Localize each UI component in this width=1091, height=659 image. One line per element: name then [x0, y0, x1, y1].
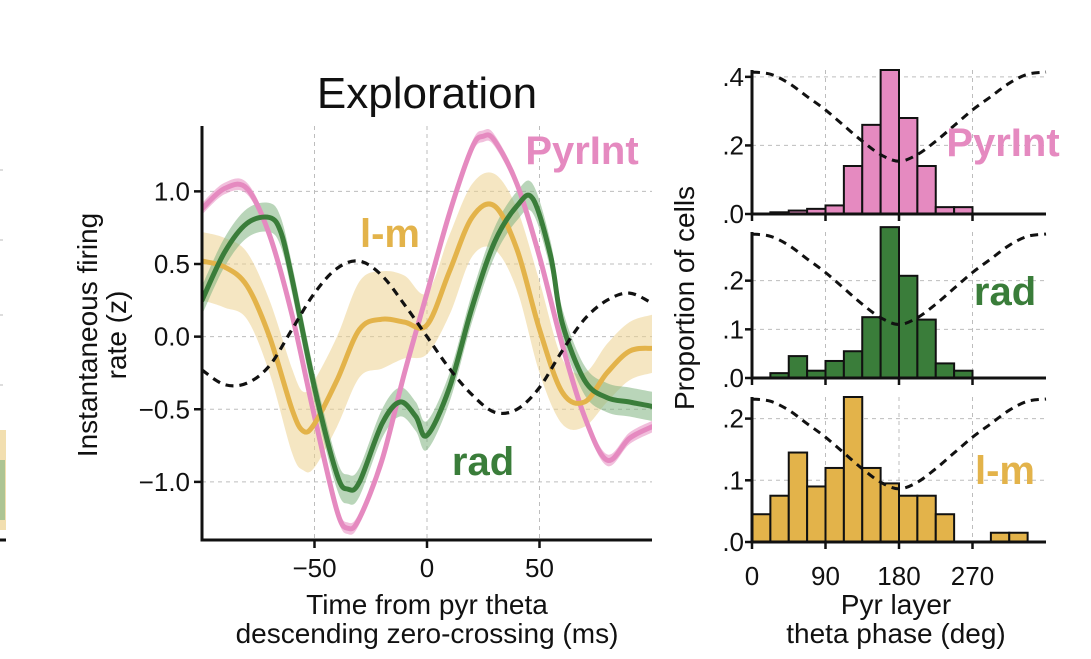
histogram-bar: [879, 69, 900, 215]
histogram-bar: [934, 362, 956, 379]
histogram-bar: [787, 451, 809, 544]
histogram-bar: [916, 318, 937, 380]
x-tick-label: 90: [811, 561, 840, 591]
histogram-panel-pyrint: .0 .2 .4 PyrInt: [722, 62, 1059, 229]
histogram-bar: [842, 350, 864, 380]
hist-x-axis-title-line2: theta phase (deg): [786, 618, 1006, 649]
y-tick-label: .0: [722, 527, 744, 557]
y-axis-title-line2: rate (z): [101, 291, 132, 380]
histogram-bar: [879, 482, 900, 543]
histogram-bar: [916, 494, 937, 544]
histogram-bar: [751, 513, 772, 544]
series-lines: [202, 132, 652, 532]
series-annotations: PyrInt l-m rad: [360, 129, 639, 484]
histogram-bar: [806, 485, 827, 543]
series-annotation-pyrint: PyrInt: [525, 129, 638, 173]
x-tick-label: 50: [525, 553, 554, 583]
y-tick-label: .1: [722, 314, 744, 344]
y-axis-title-line1: Instantaneous firing: [72, 213, 103, 457]
ci-band-rad: [202, 180, 652, 505]
series-annotation-l-m: l-m: [360, 212, 420, 256]
x-tick-label: −50: [292, 553, 336, 583]
histogram-bar: [842, 396, 864, 543]
y-tick-label: .0: [722, 199, 744, 229]
histogram-bar: [934, 513, 956, 544]
x-tick-label: 0: [745, 561, 759, 591]
y-tick-label: .2: [722, 130, 744, 160]
y-tick-label: 1.0: [154, 176, 190, 206]
y-tick-label: .2: [722, 266, 744, 296]
histogram-panel-rad: .0 .1 .2 rad: [722, 226, 1047, 393]
series-line-pyrint: [202, 132, 652, 532]
y-tick-label: .4: [722, 62, 744, 92]
y-tick-label: 0.0: [154, 322, 190, 352]
x-tick-label: 270: [951, 561, 994, 591]
y-tick-label: −0.5: [139, 394, 190, 424]
histogram-bar: [842, 165, 864, 215]
line-chart: Exploration 1.0 0.5 0.0 −0.5 −1.0 −50 0 50 PyrI…: [72, 69, 652, 649]
panel-label-l-m: l-m: [975, 449, 1035, 493]
hist-x-axis-title-line1: Pyr layer: [841, 589, 951, 620]
histogram-bar: [916, 165, 937, 215]
y-tick-label: .1: [722, 465, 744, 495]
x-axis-title-line1: Time from pyr theta: [306, 589, 548, 620]
y-tick-label: 0.5: [154, 249, 190, 279]
chart-title: Exploration: [317, 69, 537, 118]
hist-y-axis-title: Proportion of cells: [669, 186, 700, 410]
histogram-bar: [879, 226, 900, 379]
series-annotation-rad: rad: [452, 440, 514, 484]
y-tick-label: −1.0: [139, 467, 190, 497]
histogram-bar: [861, 123, 882, 215]
histogram-bar: [898, 117, 919, 215]
y-tick-label: .2: [722, 404, 744, 434]
histogram-bar: [824, 466, 845, 544]
x-axis-title-line2: descending zero-crossing (ms): [236, 618, 619, 649]
histogram-bar: [769, 494, 790, 544]
histogram-bar: [787, 355, 809, 380]
x-tick-label: 180: [877, 561, 920, 591]
x-tick-label: 0: [420, 553, 434, 583]
series-line-rad: [202, 192, 652, 493]
histogram-bar: [861, 316, 882, 379]
histogram-bar: [861, 466, 882, 544]
cropped-neighbour-panel: [0, 169, 6, 542]
series-line-l-m: [202, 201, 652, 435]
histogram-panels: .0 .2 .4 PyrInt .0 .1 .2 rad .0 .1 .2 l-m 0 90 180 270: [722, 62, 1059, 591]
theta-reference-line: [202, 259, 652, 416]
histogram-bar: [824, 359, 845, 380]
histogram-panel-l-m: .0 .1 .2 l-m: [722, 396, 1047, 557]
panel-label-pyrint: PyrInt: [946, 121, 1059, 165]
y-axis-title: Instantaneous firing rate (z): [72, 213, 132, 457]
theta-reference-wave: [751, 70, 1047, 163]
theta-reference-wave: [751, 397, 1047, 491]
panel-label-rad: rad: [974, 270, 1036, 314]
tick-labels: 1.0 0.5 0.0 −0.5 −1.0 −50 0 50: [139, 176, 554, 583]
y-tick-label: .0: [722, 363, 744, 393]
histogram-bar: [898, 274, 919, 379]
theta-reference-wave: [751, 232, 1047, 327]
histogram-bar: [898, 494, 919, 544]
